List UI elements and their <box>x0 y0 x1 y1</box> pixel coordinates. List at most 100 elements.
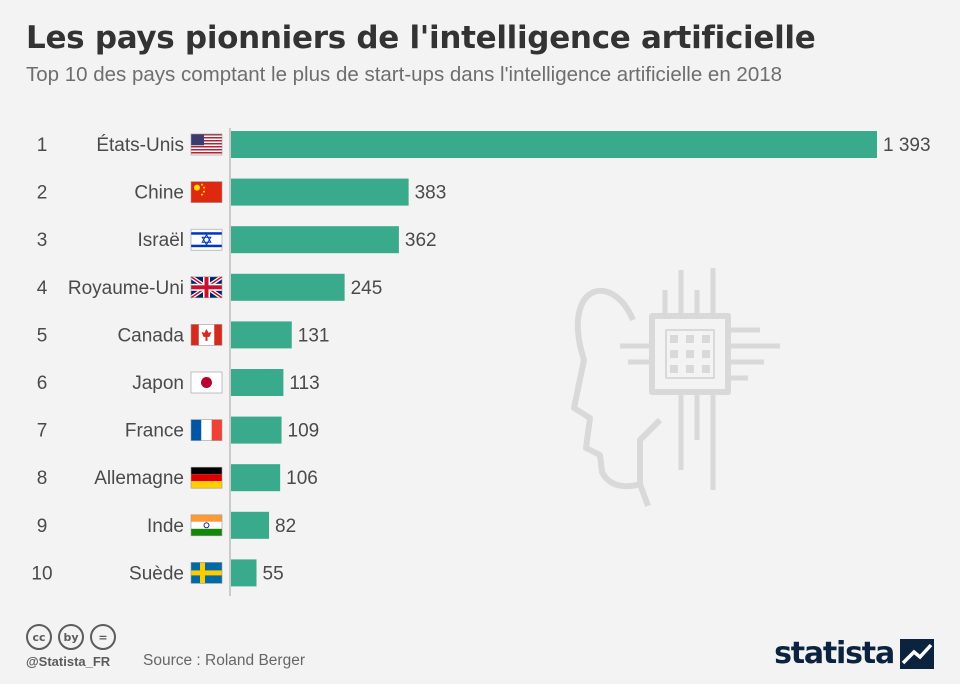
data-label: 106 <box>286 468 318 489</box>
flag-part <box>201 328 212 341</box>
bar <box>231 178 409 206</box>
flag-part <box>201 377 212 388</box>
flag-part <box>191 135 222 137</box>
cc-icon: cc <box>26 624 52 650</box>
sweden-flag-icon <box>190 562 223 584</box>
chart-title: Les pays pionniers de l'intelligence art… <box>26 20 816 56</box>
data-label: 82 <box>275 516 296 537</box>
twitter-handle[interactable]: @Statista_FR <box>26 654 111 669</box>
category-label: Suède <box>129 563 184 584</box>
flag-part <box>191 528 222 536</box>
flag-part <box>191 521 222 529</box>
flag-part <box>191 244 222 248</box>
flag-part <box>201 193 203 196</box>
category-label: Israël <box>138 230 184 251</box>
flag-part <box>191 181 222 203</box>
us-flag-icon <box>190 133 223 156</box>
flag-part <box>191 467 222 475</box>
flag-border <box>190 324 223 346</box>
flag-part <box>191 143 222 145</box>
rank-label: 5 <box>37 325 48 346</box>
rank-label: 1 <box>37 135 48 156</box>
flag-part <box>191 141 222 143</box>
israel-flag-icon <box>190 228 223 251</box>
bar <box>231 464 281 492</box>
flag-border <box>190 466 223 489</box>
uk-flag-icon <box>189 275 224 300</box>
data-label: 113 <box>289 373 319 394</box>
flag-border <box>190 419 223 441</box>
flag-part <box>201 183 203 186</box>
bar <box>231 131 877 158</box>
source-text: Source : Roland Berger <box>143 652 305 669</box>
flag-part <box>191 144 222 146</box>
statista-logo[interactable]: statista <box>774 636 934 671</box>
statista-mark-icon <box>900 638 934 669</box>
data-label: 362 <box>405 230 437 251</box>
flag-part <box>191 146 222 148</box>
bar <box>231 226 399 254</box>
flag-part <box>191 419 202 441</box>
flag-part <box>191 149 222 151</box>
data-label: 245 <box>351 278 383 299</box>
category-label: Allemagne <box>94 468 184 489</box>
category-label: Royaume-Uni <box>68 278 184 299</box>
germany-flag-icon <box>190 466 223 489</box>
rank-label: 4 <box>37 278 48 299</box>
flag-part <box>203 186 205 189</box>
flag-part <box>191 324 199 346</box>
flag-part <box>201 233 212 243</box>
flag-part <box>191 285 222 290</box>
flag-border <box>190 562 223 584</box>
flag-border <box>190 228 223 251</box>
flag-part <box>191 137 222 139</box>
flag-part <box>191 481 222 489</box>
bar <box>231 511 270 539</box>
flag-part <box>191 514 222 522</box>
data-label: 55 <box>263 563 284 584</box>
flag-part <box>203 522 210 529</box>
data-label: 109 <box>288 421 320 442</box>
flag-border <box>190 133 223 156</box>
canada-flag-icon <box>190 324 223 346</box>
bar <box>231 559 257 587</box>
brand-name: statista <box>774 636 895 671</box>
flag-part <box>191 134 205 146</box>
japan-flag-icon <box>190 371 223 394</box>
license-icons: cc by = <box>26 624 116 650</box>
bar <box>231 273 345 301</box>
rank-label: 9 <box>37 516 48 537</box>
flag-part <box>191 152 222 154</box>
flag-part <box>201 419 212 441</box>
rank-label: 8 <box>37 468 48 489</box>
india-flag-icon <box>190 514 223 537</box>
flag-border <box>190 514 223 537</box>
data-label: 383 <box>415 183 447 204</box>
flag-part <box>203 190 205 193</box>
flag-part <box>194 184 200 191</box>
category-label: Japon <box>132 373 184 394</box>
ai-head-chip-icon <box>571 268 780 508</box>
flag-part <box>191 138 222 140</box>
flag-part <box>191 474 222 482</box>
rank-label: 3 <box>37 230 48 251</box>
flag-part <box>191 147 222 149</box>
bar <box>231 369 284 396</box>
category-label: États-Unis <box>96 135 184 156</box>
bar <box>231 321 292 349</box>
france-flag-icon <box>190 419 223 441</box>
flag-part <box>191 570 222 576</box>
rank-label: 6 <box>37 373 48 394</box>
data-label: 131 <box>298 325 330 346</box>
flag-part <box>191 150 222 152</box>
flag-part <box>191 232 222 235</box>
chart-subtitle: Top 10 des pays comptant le plus de star… <box>26 63 783 86</box>
rank-label: 7 <box>37 421 48 442</box>
data-label: 1 393 <box>883 135 931 156</box>
flag-part <box>191 140 222 142</box>
flag-border <box>190 181 223 203</box>
by-icon: by <box>58 624 84 650</box>
rank-label: 2 <box>37 183 48 204</box>
nd-icon: = <box>90 624 116 650</box>
